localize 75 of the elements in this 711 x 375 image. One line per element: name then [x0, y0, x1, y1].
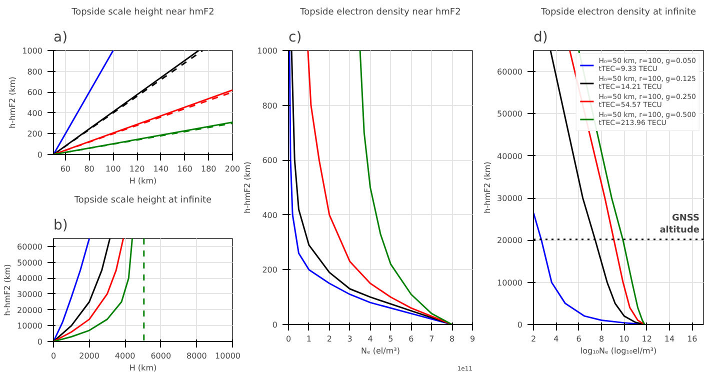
y-tick-label: 600 [27, 88, 43, 98]
y-tick-label: 60000 [17, 242, 43, 252]
y-tick-label: 20000 [17, 306, 43, 315]
x-tick-label: 2 [530, 334, 536, 344]
y-tick-label: 600 [262, 156, 278, 166]
x-axis-title: H (km) [129, 364, 157, 372]
x-tick-label: 4000 [114, 352, 136, 360]
line-series [359, 50, 453, 324]
x-tick-label: 8 [450, 334, 455, 344]
text: b) [54, 218, 68, 234]
y-tick-label: 30000 [17, 290, 43, 299]
x-tick-label: 2000 [79, 352, 100, 360]
x-axis-title: Nₑ (el/m³) [361, 346, 400, 356]
text: c) [288, 30, 302, 46]
text: d) [534, 30, 548, 46]
y-tick-label: 200 [262, 266, 278, 275]
x-tick-label: 120 [129, 164, 145, 174]
y-axis-title: h-hmF2 (km) [8, 76, 18, 128]
y-tick-label: 60000 [497, 68, 523, 77]
x-tick-label: 1 [306, 334, 312, 344]
x-tick-label: 6000 [150, 352, 172, 360]
x-axis-title: log₁₀Nₑ (log₁₀el/m³) [580, 346, 657, 356]
y-tick-label: 1000 [22, 46, 42, 56]
x-tick-label: 4 [368, 334, 373, 344]
y-tick-label: 0 [37, 150, 43, 160]
y-tick-label: 200 [27, 130, 43, 139]
y-tick-label: 0 [272, 320, 278, 330]
x-tick-label: 140 [153, 164, 169, 174]
x-tick-label: 7 [429, 334, 434, 344]
x-tick-label: 9 [470, 334, 476, 344]
x-tick-label: 180 [201, 164, 216, 174]
y-tick-label: 1000 [257, 46, 278, 56]
x-tick-label: 0 [286, 334, 292, 344]
y-tick-label: 40000 [17, 274, 43, 284]
y-tick-label: 10000 [17, 322, 43, 331]
text: a) [54, 30, 68, 46]
x-tick-label: 4 [554, 334, 559, 344]
x-tick-label: 80 [84, 164, 94, 174]
y-tick-label: 40000 [497, 152, 523, 161]
ref-line-label: GNSS altitude [660, 213, 700, 236]
x-tick-label: 3 [347, 334, 352, 344]
x-tick-label: 8000 [186, 352, 207, 360]
chart-title: Topside scale height near hmF2 [70, 8, 214, 18]
x-tick-label: 6 [576, 334, 582, 344]
y-tick-label: 400 [262, 210, 278, 220]
x-tick-label: 12 [642, 334, 652, 344]
y-tick-label: 20000 [497, 236, 523, 246]
y-axis-title: h-hmF2 (km) [3, 264, 12, 316]
y-tick-label: 800 [262, 101, 278, 110]
x-tick-label: 60 [60, 164, 71, 174]
x-tick-label: 2 [326, 334, 332, 344]
chart-title: Topside electron density at infinite [540, 8, 696, 18]
x-tick-label: 160 [177, 164, 192, 174]
x-tick-label: 6 [408, 334, 414, 344]
x-tick-label: 10 [619, 334, 630, 344]
x-tick-label: 100 [106, 164, 121, 174]
y-tick-label: 0 [517, 320, 523, 330]
x-tick-label: 5 [388, 334, 394, 344]
y-tick-label: 400 [27, 108, 43, 118]
x-tick-label: 14 [664, 334, 675, 344]
chart-title: Topside scale height at infinite [73, 196, 212, 206]
y-tick-label: 30000 [497, 194, 523, 204]
x-tick-label: 16 [687, 334, 698, 344]
chart-title: Topside electron density near hmF2 [299, 8, 461, 18]
x-tick-label: 8 [598, 334, 604, 344]
y-axis-title: h-hmF2 (km) [483, 162, 492, 214]
y-axis-title: h-hmF2 (km) [243, 162, 252, 214]
x-tick-label: 10000 [215, 352, 241, 360]
y-tick-label: 50000 [17, 258, 43, 268]
y-tick-label: 50000 [497, 110, 523, 119]
y-tick-label: 800 [27, 67, 43, 76]
x-tick-label: 0 [50, 352, 56, 360]
x-axis-title: H (km) [129, 176, 157, 186]
x-tick-label: 200 [224, 164, 240, 174]
y-tick-label: 10000 [497, 278, 523, 288]
